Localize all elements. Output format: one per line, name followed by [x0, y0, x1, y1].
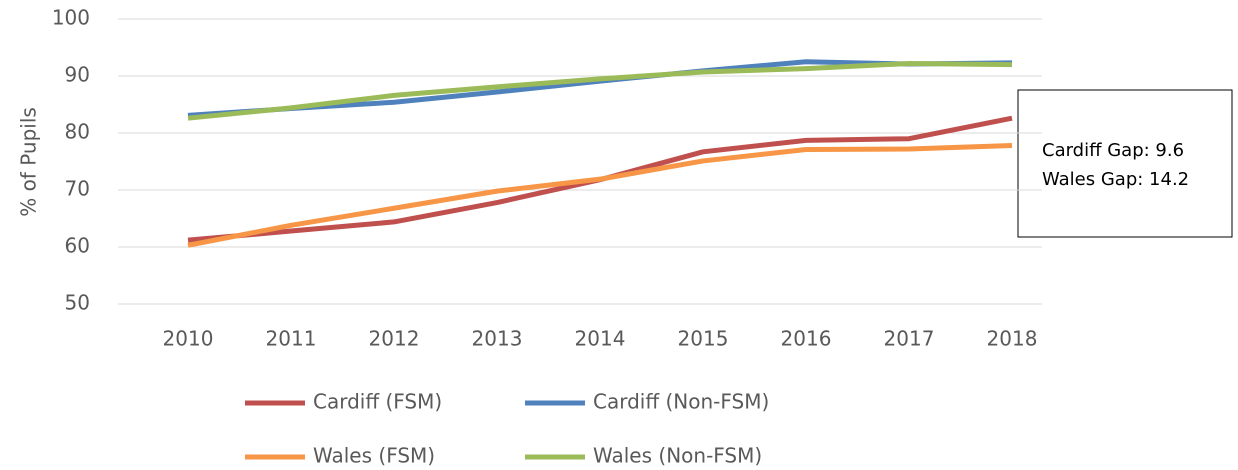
x-tick-label: 2016	[781, 327, 832, 351]
series-line	[187, 60, 1013, 121]
legend-label: Cardiff (FSM)	[313, 390, 442, 414]
y-tick-label: 100	[52, 6, 90, 30]
annotation-box	[1017, 89, 1233, 238]
x-tick-label: 2014	[575, 327, 626, 351]
x-tick-label: 2018	[987, 327, 1038, 351]
x-tick-label: 2011	[266, 327, 317, 351]
x-tick-label: 2012	[369, 327, 420, 351]
y-tick-label: 80	[65, 120, 90, 144]
x-tick-label: 2017	[884, 327, 935, 351]
y-tick-label: 90	[65, 63, 90, 87]
legend-label: Cardiff (Non-FSM)	[593, 390, 769, 414]
x-tick-label: 2013	[472, 327, 523, 351]
annotation: Cardiff Gap: 9.6	[1042, 140, 1184, 161]
series-line	[187, 143, 1013, 248]
legend-label: Wales (FSM)	[313, 444, 435, 468]
x-tick-label: 2010	[163, 327, 214, 351]
x-tick-label: 2015	[678, 327, 729, 351]
y-tick-label: 70	[65, 177, 90, 201]
y-axis-label: % of Pupils	[17, 107, 41, 217]
y-tick-label: 60	[65, 234, 90, 258]
y-tick-label: 50	[65, 291, 90, 315]
annotation: Wales Gap: 14.2	[1042, 169, 1189, 190]
legend-label: Wales (Non-FSM)	[593, 444, 762, 468]
